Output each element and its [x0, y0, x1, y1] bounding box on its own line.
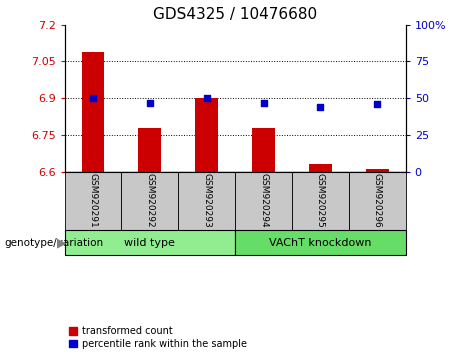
Text: GSM920296: GSM920296 — [373, 173, 382, 228]
Legend: transformed count, percentile rank within the sample: transformed count, percentile rank withi… — [70, 326, 247, 349]
Text: VAChT knockdown: VAChT knockdown — [269, 238, 372, 248]
Point — [373, 101, 381, 107]
Bar — [252, 127, 275, 172]
Point — [317, 104, 324, 110]
Title: GDS4325 / 10476680: GDS4325 / 10476680 — [153, 7, 317, 22]
Bar — [65, 230, 235, 255]
Point — [260, 100, 267, 105]
Text: genotype/variation: genotype/variation — [5, 238, 104, 248]
Bar — [235, 172, 292, 230]
Bar — [121, 172, 178, 230]
Text: GSM920294: GSM920294 — [259, 173, 268, 228]
Point — [89, 95, 97, 101]
Bar — [366, 169, 389, 172]
Text: GSM920292: GSM920292 — [145, 173, 154, 228]
Text: wild type: wild type — [124, 238, 175, 248]
Text: GSM920293: GSM920293 — [202, 173, 211, 228]
Text: ▶: ▶ — [58, 236, 67, 249]
Bar — [292, 172, 349, 230]
Bar — [82, 52, 104, 172]
Bar — [349, 172, 406, 230]
Text: GSM920291: GSM920291 — [89, 173, 97, 228]
Bar — [235, 230, 406, 255]
Point — [146, 100, 154, 105]
Point — [203, 95, 210, 101]
Bar — [195, 98, 218, 172]
Bar — [65, 172, 121, 230]
Bar — [178, 172, 235, 230]
Bar — [309, 164, 332, 172]
Text: GSM920295: GSM920295 — [316, 173, 325, 228]
Bar — [138, 127, 161, 172]
